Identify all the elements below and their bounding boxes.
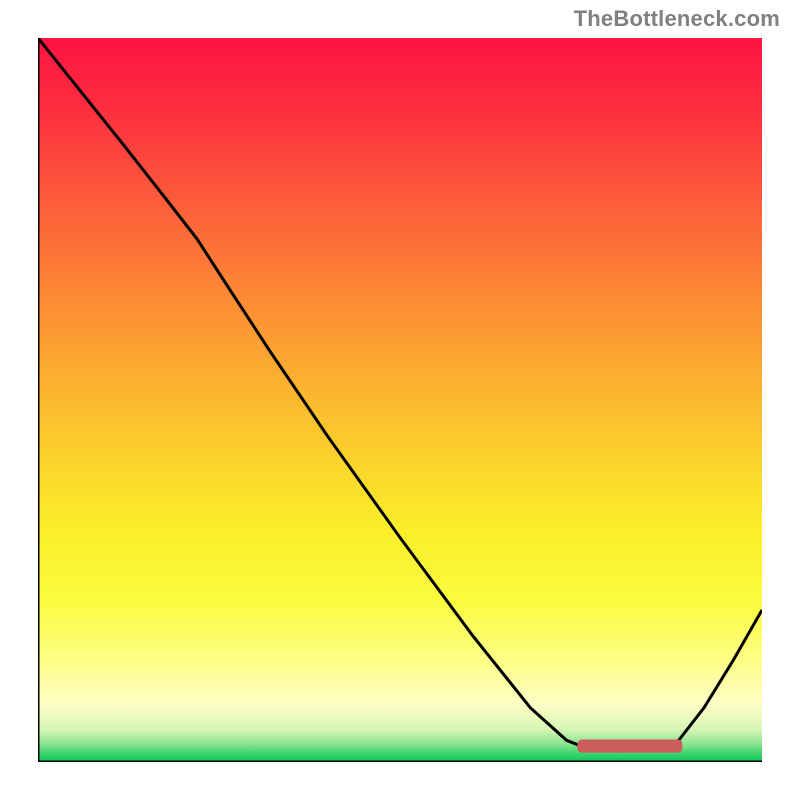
bottleneck-chart bbox=[38, 38, 762, 762]
plot-background bbox=[38, 38, 762, 762]
page-root: TheBottleneck.com bbox=[0, 0, 800, 800]
watermark-text: TheBottleneck.com bbox=[574, 6, 780, 32]
trough-highlight bbox=[577, 740, 682, 753]
